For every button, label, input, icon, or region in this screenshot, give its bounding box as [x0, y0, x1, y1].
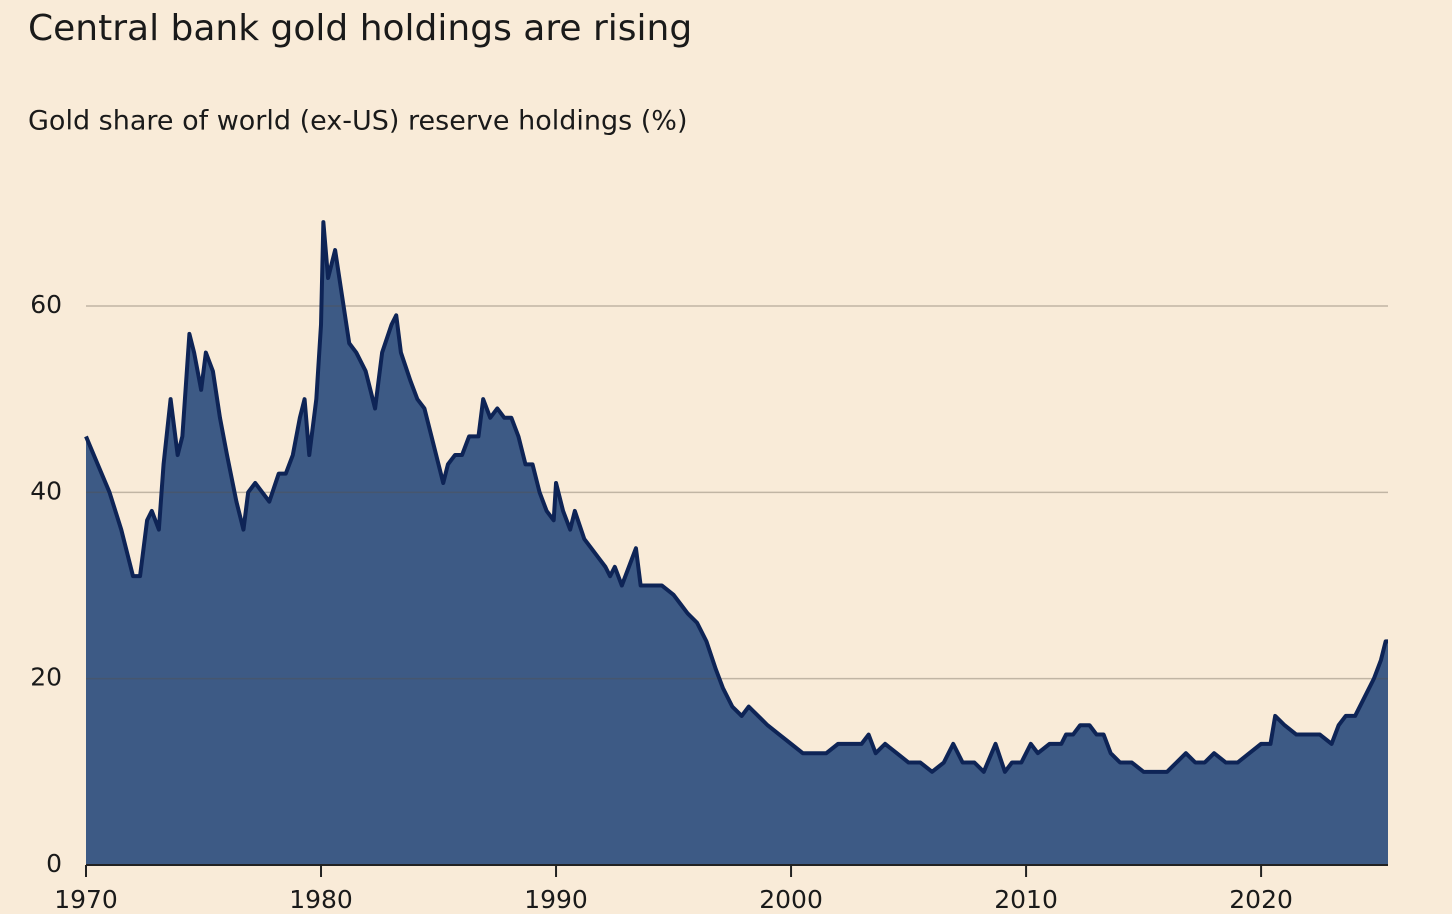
y-tick-label: 40: [30, 476, 62, 505]
area: [86, 222, 1388, 865]
chart-subtitle: Gold share of world (ex-US) reserve hold…: [28, 106, 688, 137]
x-tick-label: 2000: [759, 885, 823, 914]
chart-title: Central bank gold holdings are rising: [28, 8, 692, 49]
y-tick-label: 60: [30, 290, 62, 319]
x-tick-label: 1990: [524, 885, 588, 914]
line: [84, 220, 1388, 774]
x-tick-label: 1970: [54, 885, 118, 914]
x-tick-label: 2020: [1229, 885, 1293, 914]
y-tick-label: 20: [30, 663, 62, 692]
y-tick-label: 0: [46, 849, 62, 878]
x-tick-label: 2010: [994, 885, 1058, 914]
x-tick-label: 1980: [289, 885, 353, 914]
